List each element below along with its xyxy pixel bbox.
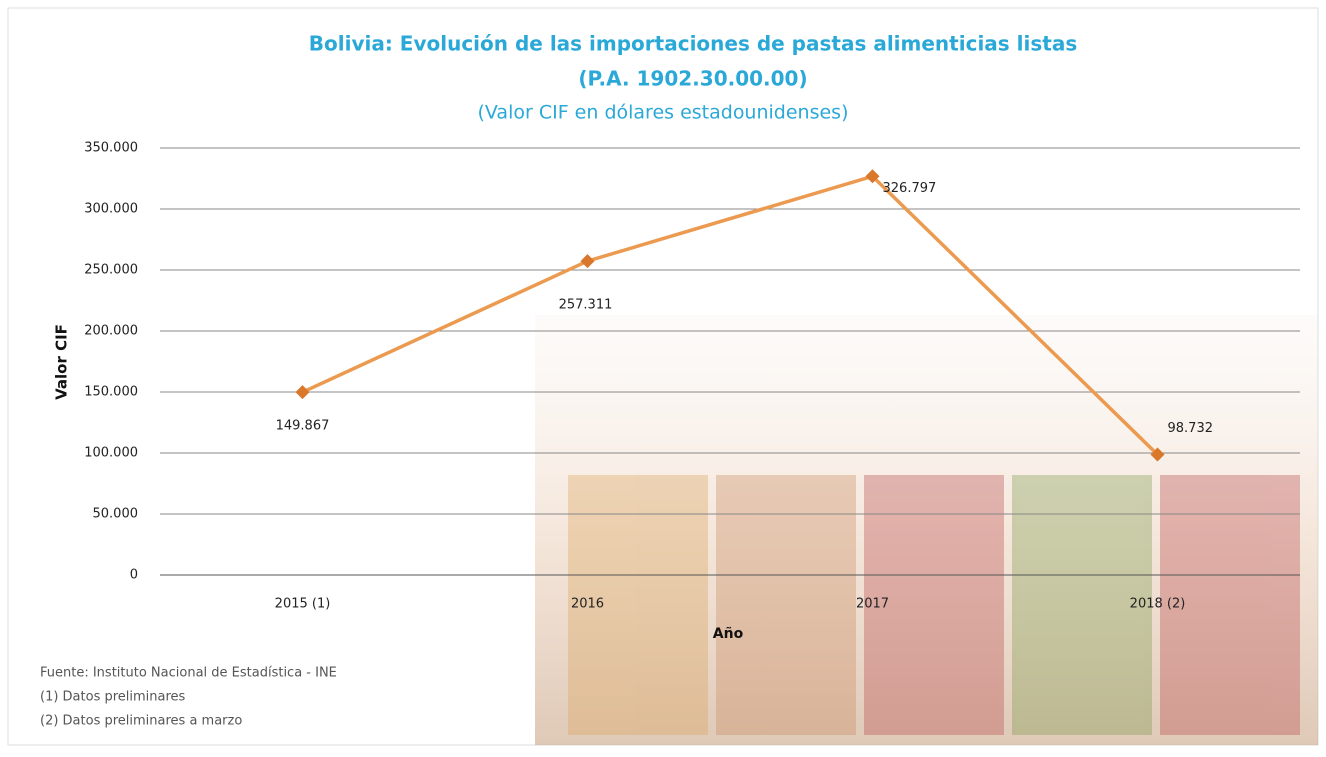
note: (2) Datos preliminares a marzo (40, 714, 242, 729)
note: Fuente: Instituto Nacional de Estadístic… (40, 666, 337, 681)
marker (1150, 447, 1165, 462)
y-axis-label: Valor CIF (53, 324, 71, 400)
y-tick-label: 0 (130, 568, 138, 583)
data-label: 326.797 (883, 181, 937, 196)
x-tick-label: 2016 (571, 597, 604, 612)
packages (568, 475, 1300, 735)
marker (295, 385, 310, 400)
chart-title: Bolivia: Evolución de las importaciones … (309, 32, 1078, 56)
y-tick-label: 300.000 (84, 202, 138, 217)
background-photo (535, 315, 1318, 745)
note: (1) Datos preliminares (40, 690, 186, 705)
data-label: 257.311 (559, 298, 613, 313)
y-tick-label: 150.000 (84, 385, 138, 400)
y-tick-label: 200.000 (84, 324, 138, 339)
y-tick-label: 250.000 (84, 263, 138, 278)
x-tick-label: 2018 (2) (1130, 597, 1186, 612)
chart-subtitle: (P.A. 1902.30.00.00) (578, 67, 807, 91)
marker (580, 254, 595, 269)
y-tick-label: 50.000 (93, 507, 139, 522)
y-tick-label: 100.000 (84, 446, 138, 461)
data-label: 98.732 (1168, 421, 1214, 436)
x-tick-label: 2015 (1) (275, 597, 331, 612)
chart-subtitle: (Valor CIF en dólares estadounidenses) (478, 102, 849, 124)
x-axis-label: Año (713, 626, 744, 642)
data-label: 149.867 (276, 419, 330, 434)
x-tick-label: 2017 (856, 597, 889, 612)
line-series (301, 174, 1159, 456)
y-tick-label: 350.000 (84, 141, 138, 156)
marker (865, 169, 880, 184)
